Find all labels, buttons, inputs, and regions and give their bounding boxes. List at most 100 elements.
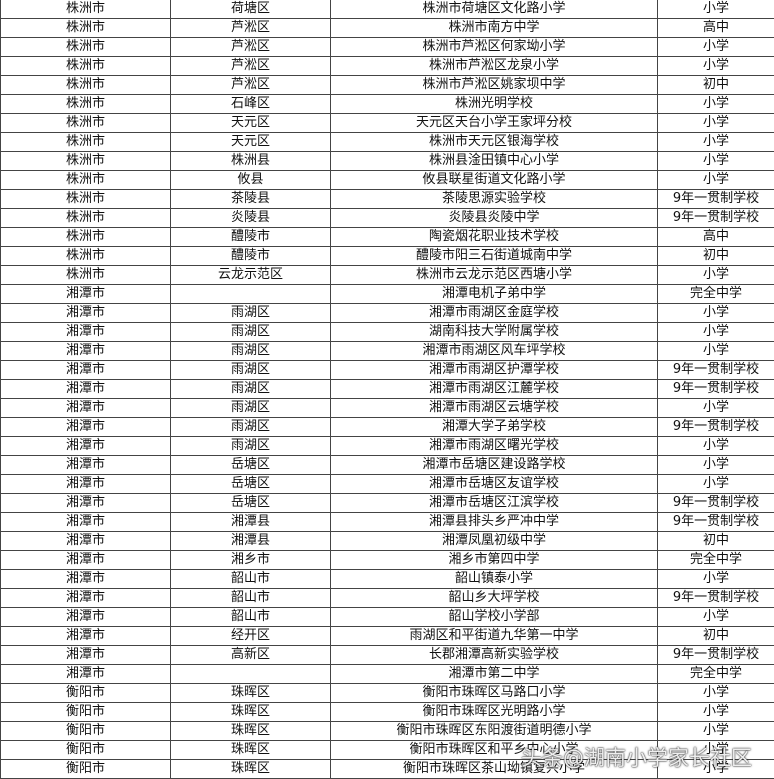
- school-type: 初中: [658, 627, 774, 646]
- district: 韶山市: [171, 570, 331, 589]
- school-type: 9年一贯制学校: [658, 209, 774, 228]
- district: 岳塘区: [171, 456, 331, 475]
- city: 株洲市: [1, 171, 171, 190]
- district: 珠晖区: [171, 741, 331, 760]
- watermark: 头条@湖南小学家长社区: [521, 742, 752, 772]
- school-name: 湘潭市第二中学: [331, 665, 658, 684]
- city: 湘潭市: [1, 399, 171, 418]
- school-type: 小学: [658, 323, 774, 342]
- school-name: 湖南科技大学附属学校: [331, 323, 658, 342]
- district: 炎陵县: [171, 209, 331, 228]
- city: 株洲市: [1, 152, 171, 171]
- school-type: 小学: [658, 38, 774, 57]
- school-name: 株洲市芦淞区龙泉小学: [331, 57, 658, 76]
- district: 天元区: [171, 133, 331, 152]
- table-row: 株洲市醴陵市醴陵市阳三石街道城南中学初中: [1, 247, 774, 266]
- district: [171, 285, 331, 304]
- table-row: 株洲市荷塘区株洲市荷塘区文化路小学小学: [1, 0, 774, 19]
- school-name: 湘潭市雨湖区风车坪学校: [331, 342, 658, 361]
- school-name: 湘潭市雨湖区云塘学校: [331, 399, 658, 418]
- school-name: 衡阳市珠晖区东阳渡街道明德小学: [331, 722, 658, 741]
- table-row: 衡阳市珠晖区衡阳市珠晖区马路口小学小学: [1, 684, 774, 703]
- school-name: 株洲市云龙示范区西塘小学: [331, 266, 658, 285]
- school-name: 株洲县淦田镇中心小学: [331, 152, 658, 171]
- district: 荷塘区: [171, 0, 331, 19]
- city: 湘潭市: [1, 646, 171, 665]
- table-row: 株洲市芦淞区株洲市芦淞区何家坳小学小学: [1, 38, 774, 57]
- school-type: 9年一贯制学校: [658, 380, 774, 399]
- district: 经开区: [171, 627, 331, 646]
- table-row: 湘潭市雨湖区湘潭市雨湖区金庭学校小学: [1, 304, 774, 323]
- city: 湘潭市: [1, 551, 171, 570]
- table-row: 湘潭市雨湖区湘潭市雨湖区云塘学校小学: [1, 399, 774, 418]
- district: 韶山市: [171, 608, 331, 627]
- district: 株洲县: [171, 152, 331, 171]
- school-type: 初中: [658, 76, 774, 95]
- district: 芦淞区: [171, 76, 331, 95]
- city: 湘潭市: [1, 665, 171, 684]
- table-row: 株洲市石峰区株洲光明学校小学: [1, 95, 774, 114]
- district: 芦淞区: [171, 38, 331, 57]
- table-row: 湘潭市韶山市韶山学校小学部小学: [1, 608, 774, 627]
- school-type: 9年一贯制学校: [658, 190, 774, 209]
- table-row: 株洲市芦淞区株洲市芦淞区龙泉小学小学: [1, 57, 774, 76]
- school-name: 衡阳市珠晖区马路口小学: [331, 684, 658, 703]
- table-row: 株洲市攸县攸县联星街道文化路小学小学: [1, 171, 774, 190]
- city: 株洲市: [1, 38, 171, 57]
- school-name: 湘潭市岳塘区建设路学校: [331, 456, 658, 475]
- school-name: 湘潭市雨湖区曙光学校: [331, 437, 658, 456]
- district: 高新区: [171, 646, 331, 665]
- city: 湘潭市: [1, 627, 171, 646]
- city: 株洲市: [1, 19, 171, 38]
- school-type: 小学: [658, 570, 774, 589]
- table-row: 湘潭市湘潭县湘潭凤凰初级中学初中: [1, 532, 774, 551]
- city: 衡阳市: [1, 684, 171, 703]
- district: 雨湖区: [171, 323, 331, 342]
- school-type: 初中: [658, 247, 774, 266]
- school-name: 株洲市芦淞区何家坳小学: [331, 38, 658, 57]
- school-name: 湘潭市雨湖区江麓学校: [331, 380, 658, 399]
- city: 衡阳市: [1, 722, 171, 741]
- city: 湘潭市: [1, 589, 171, 608]
- district: 醴陵市: [171, 247, 331, 266]
- table-row: 株洲市醴陵市陶瓷烟花职业技术学校高中: [1, 228, 774, 247]
- city: 湘潭市: [1, 285, 171, 304]
- city: 湘潭市: [1, 361, 171, 380]
- city: 株洲市: [1, 133, 171, 152]
- school-type: 小学: [658, 608, 774, 627]
- city: 株洲市: [1, 0, 171, 19]
- table-row: 湘潭市经开区雨湖区和平街道九华第一中学初中: [1, 627, 774, 646]
- district: 雨湖区: [171, 418, 331, 437]
- table-row: 湘潭市雨湖区湘潭市雨湖区风车坪学校小学: [1, 342, 774, 361]
- district: 韶山市: [171, 589, 331, 608]
- school-type: 高中: [658, 228, 774, 247]
- district: 雨湖区: [171, 342, 331, 361]
- school-name: 韶山镇泰小学: [331, 570, 658, 589]
- school-name: 韶山学校小学部: [331, 608, 658, 627]
- school-name: 醴陵市阳三石街道城南中学: [331, 247, 658, 266]
- city: 株洲市: [1, 209, 171, 228]
- city: 湘潭市: [1, 323, 171, 342]
- school-name: 衡阳市珠晖区光明路小学: [331, 703, 658, 722]
- school-type: 小学: [658, 266, 774, 285]
- school-type: 小学: [658, 95, 774, 114]
- city: 湘潭市: [1, 342, 171, 361]
- city: 衡阳市: [1, 703, 171, 722]
- school-type: 小学: [658, 171, 774, 190]
- school-type: 9年一贯制学校: [658, 494, 774, 513]
- school-name: 陶瓷烟花职业技术学校: [331, 228, 658, 247]
- school-name: 雨湖区和平街道九华第一中学: [331, 627, 658, 646]
- school-name: 株洲市天元区银海学校: [331, 133, 658, 152]
- city: 湘潭市: [1, 380, 171, 399]
- school-name: 湘潭市雨湖区护潭学校: [331, 361, 658, 380]
- school-type: 9年一贯制学校: [658, 361, 774, 380]
- school-type: 小学: [658, 342, 774, 361]
- table-row: 湘潭市岳塘区湘潭市岳塘区友谊学校小学: [1, 475, 774, 494]
